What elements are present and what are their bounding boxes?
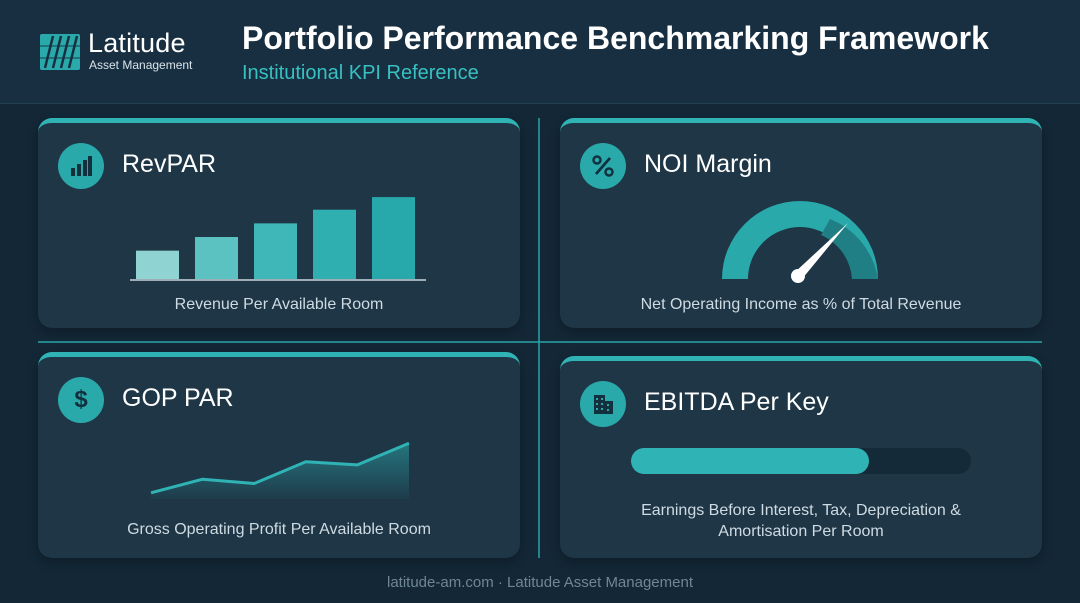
revpar-bar <box>195 237 238 279</box>
revpar-bar-chart <box>130 197 426 281</box>
brand-tagline: Asset Management <box>89 58 193 72</box>
card-description: Revenue Per Available Room <box>174 296 384 313</box>
header-bar: Latitude Asset Management Portfolio Perf… <box>0 0 1080 104</box>
page-title: Portfolio Performance Benchmarking Frame… <box>242 20 989 56</box>
gop-area-chart <box>150 441 410 499</box>
gop-line <box>150 441 410 495</box>
latitude-logo-icon <box>40 34 80 70</box>
building-icon <box>580 381 626 427</box>
noi-gauge <box>722 201 878 283</box>
card-description-line-2: Amortisation Per Room <box>718 523 884 540</box>
card-description: Gross Operating Profit Per Available Roo… <box>127 521 431 538</box>
card-title: RevPAR <box>122 150 217 178</box>
gauge-needle <box>791 223 848 283</box>
footer-text: latitude-am.com · Latitude Asset Managem… <box>387 574 693 591</box>
revpar-bar <box>136 250 179 279</box>
card-description-line-1: Earnings Before Interest, Tax, Depreciat… <box>641 502 961 519</box>
kpi-card-revpar: RevPAR Revenue Per Available Room <box>38 118 520 328</box>
card-title: GOP PAR <box>122 384 234 412</box>
ebitda-progress-fill <box>631 448 869 474</box>
ebitda-progress-track <box>631 448 971 474</box>
card-title: EBITDA Per Key <box>644 388 829 416</box>
percent-icon <box>580 143 626 189</box>
kpi-card-gop-par: $ GOP PAR Gross Operating Profit Per Ava… <box>38 352 520 558</box>
dollar-icon: $ <box>58 377 104 423</box>
kpi-card-ebitda-per-key: EBITDA Per Key Earnings Before Interest,… <box>560 356 1042 558</box>
gop-area-fill <box>151 443 409 499</box>
page-subtitle: Institutional KPI Reference <box>242 62 479 84</box>
revpar-bar <box>313 209 356 279</box>
card-description: Net Operating Income as % of Total Reven… <box>640 296 962 313</box>
brand-logo: Latitude Asset Management <box>40 28 220 74</box>
horizontal-divider <box>38 341 1042 343</box>
card-title: NOI Margin <box>644 150 772 178</box>
bar-chart-icon <box>58 143 104 189</box>
revpar-bar <box>254 223 297 279</box>
vertical-divider <box>538 118 540 558</box>
revpar-bar <box>372 197 415 279</box>
brand-name: Latitude <box>88 28 186 58</box>
kpi-card-noi-margin: NOI Margin Net Operating Income as % of … <box>560 118 1042 328</box>
